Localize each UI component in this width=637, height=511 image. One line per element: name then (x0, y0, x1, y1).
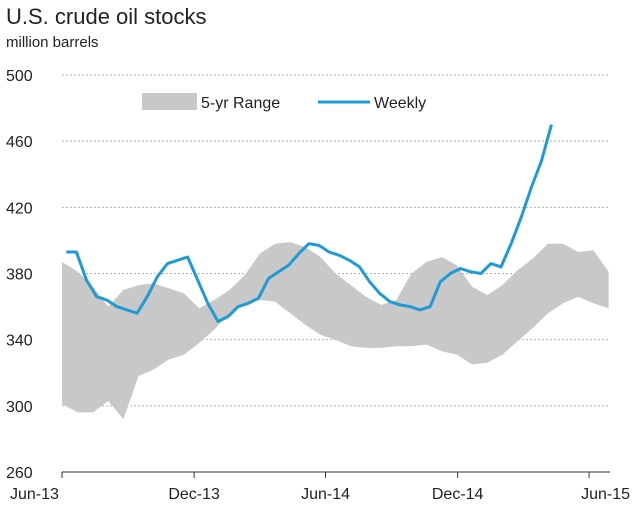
y-tick-label: 300 (6, 399, 33, 416)
legend-swatch-range (142, 93, 197, 110)
y-tick-label: 380 (6, 267, 33, 284)
legend-label-weekly: Weekly (374, 95, 426, 112)
x-tick-label: Dec-14 (432, 486, 484, 503)
legend: 5-yr Range Weekly (142, 93, 426, 112)
y-tick-label: 460 (6, 134, 33, 151)
x-tick-label: Jun-14 (301, 486, 350, 503)
legend-label-range: 5-yr Range (201, 95, 280, 112)
range-band-area (62, 242, 609, 420)
y-tick-label: 340 (6, 333, 33, 350)
y-axis-unit-label: million barrels (6, 34, 99, 51)
axes: 260 300 340 380 420 460 500 Jun-13 Dec-13 Jun-14 D… (6, 68, 630, 503)
five-year-range-band (62, 242, 609, 420)
x-tick-label: Jun-15 (581, 486, 630, 503)
y-tick-label: 500 (6, 68, 33, 85)
y-tick-label: 420 (6, 200, 33, 217)
x-tick-label: Dec-13 (168, 486, 220, 503)
y-tick-label: 260 (6, 465, 33, 482)
weekly-line (66, 124, 553, 323)
x-tick-label: Jun-13 (10, 486, 59, 503)
chart-title: U.S. crude oil stocks (6, 4, 207, 29)
weekly-series (66, 124, 553, 323)
